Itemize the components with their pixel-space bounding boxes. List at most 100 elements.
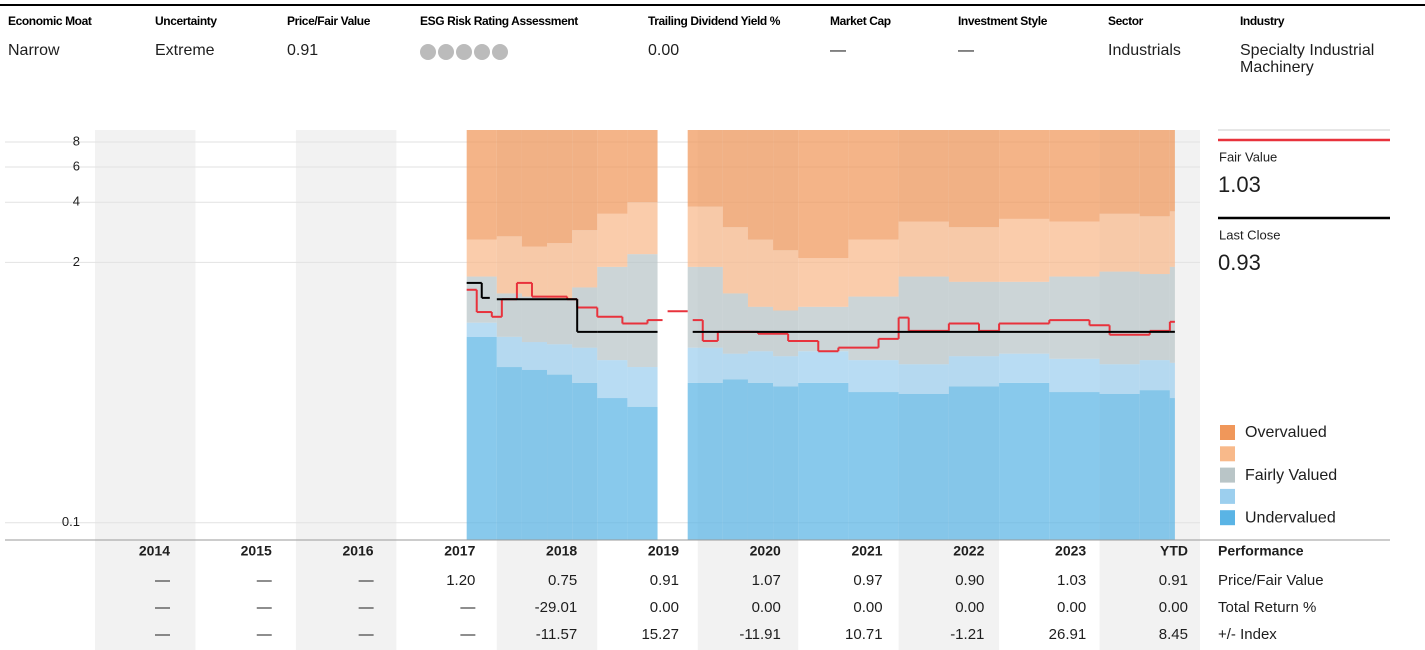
header-label: Investment Style: [958, 14, 1047, 28]
table-cell: —: [359, 599, 374, 616]
table-cell: 0.75: [548, 572, 577, 589]
valuation-band: [466, 322, 497, 337]
valuation-band: [948, 356, 1000, 387]
valuation-band: [572, 287, 598, 348]
legend-label: Undervalued: [1245, 509, 1336, 526]
table-cell: 0.90: [955, 572, 984, 589]
column-shade: [95, 130, 196, 650]
column-header: 2022: [953, 543, 984, 559]
column-shade: [295, 130, 397, 650]
y-tick-label: 0.1: [62, 514, 80, 529]
valuation-band: [898, 221, 949, 277]
valuation-band: [466, 130, 497, 240]
table-cell: 8.45: [1159, 626, 1188, 643]
table-cell: 0.00: [955, 599, 984, 616]
table-cell: 0.97: [853, 572, 882, 589]
column-header: 2014: [139, 543, 170, 559]
valuation-band: [547, 299, 573, 345]
column-header: YTD: [1160, 543, 1188, 559]
valuation-band: [547, 374, 573, 540]
valuation-band: [747, 306, 774, 352]
legend-swatch: [1220, 488, 1235, 504]
table-cell: —: [359, 626, 374, 643]
table-cell: —: [460, 599, 475, 616]
table-cell: -29.01: [535, 599, 578, 616]
table-cell: —: [257, 572, 272, 589]
valuation-band: [1169, 211, 1175, 267]
valuation-band: [948, 227, 1000, 282]
valuation-band: [572, 347, 598, 383]
table-cell: —: [155, 599, 170, 616]
valuation-band: [687, 382, 723, 540]
valuation-band: [521, 130, 548, 247]
table-title: Performance: [1218, 543, 1304, 559]
header-value: Industrials: [1108, 42, 1181, 59]
valuation-band: [747, 130, 774, 240]
valuation-band: [687, 206, 723, 267]
column-header: 2017: [444, 543, 475, 559]
valuation-band: [597, 130, 628, 214]
header-value: Narrow: [8, 42, 60, 59]
valuation-band: [773, 130, 799, 251]
valuation-band: [1099, 213, 1140, 272]
valuation-band: [1049, 392, 1100, 540]
valuation-band: [848, 239, 899, 297]
valuation-band: [747, 382, 774, 540]
table-cell: 0.00: [650, 599, 679, 616]
valuation-band: [627, 130, 658, 203]
valuation-band: [466, 336, 497, 540]
legend-swatch: [1220, 446, 1235, 462]
table-cell: -11.91: [739, 626, 780, 643]
valuation-band: [687, 130, 723, 207]
valuation-band: [1099, 130, 1140, 214]
valuation-band: [999, 382, 1050, 540]
header-label: Economic Moat: [8, 14, 92, 28]
valuation-band: [496, 236, 522, 294]
valuation-band: [521, 246, 548, 297]
header-value: 0.00: [648, 42, 680, 59]
header-value: —: [830, 42, 846, 59]
valuation-band: [627, 406, 658, 540]
valuation-band: [948, 281, 1000, 357]
table-cell: 1.03: [1057, 572, 1086, 589]
valuation-band: [1169, 398, 1175, 540]
table-cell: —: [257, 599, 272, 616]
legend-value: 0.93: [1218, 250, 1261, 275]
valuation-band: [1049, 358, 1100, 393]
row-label: Price/Fair Value: [1218, 572, 1324, 589]
table-cell: —: [155, 572, 170, 589]
valuation-band: [848, 392, 899, 540]
table-cell: 0.91: [650, 572, 679, 589]
valuation-band: [627, 202, 658, 255]
valuation-band: [798, 130, 849, 259]
valuation-band: [848, 296, 899, 361]
valuation-band: [948, 130, 1000, 228]
valuation-band: [521, 342, 548, 370]
legend-label: Last Close: [1219, 227, 1280, 242]
y-tick-label: 8: [73, 133, 80, 148]
legend-swatch: [1220, 425, 1235, 440]
valuation-band: [999, 218, 1050, 282]
valuation-band: [572, 230, 598, 288]
valuation-band: [1099, 364, 1140, 395]
valuation-band: [1049, 221, 1100, 277]
valuation-band: [722, 293, 748, 354]
column-header: 2015: [241, 543, 272, 559]
header-label: Market Cap: [830, 14, 891, 28]
table-cell: —: [155, 626, 170, 643]
valuation-band: [1139, 130, 1170, 217]
valuation-band: [898, 130, 949, 222]
y-tick-label: 4: [73, 194, 80, 209]
header-value: Specialty Industrial Machinery: [1240, 42, 1375, 76]
valuation-band: [496, 367, 522, 540]
header-label: Sector: [1108, 14, 1143, 28]
y-tick-label: 6: [73, 158, 80, 173]
valuation-band: [1139, 360, 1170, 391]
y-tick-label: 2: [73, 254, 80, 269]
valuation-band: [848, 130, 899, 240]
valuation-band: [773, 356, 799, 387]
esg-globes: [420, 44, 508, 60]
table-cell: 15.27: [641, 626, 679, 643]
table-cell: 0.00: [1159, 599, 1188, 616]
valuation-band: [1169, 266, 1175, 363]
